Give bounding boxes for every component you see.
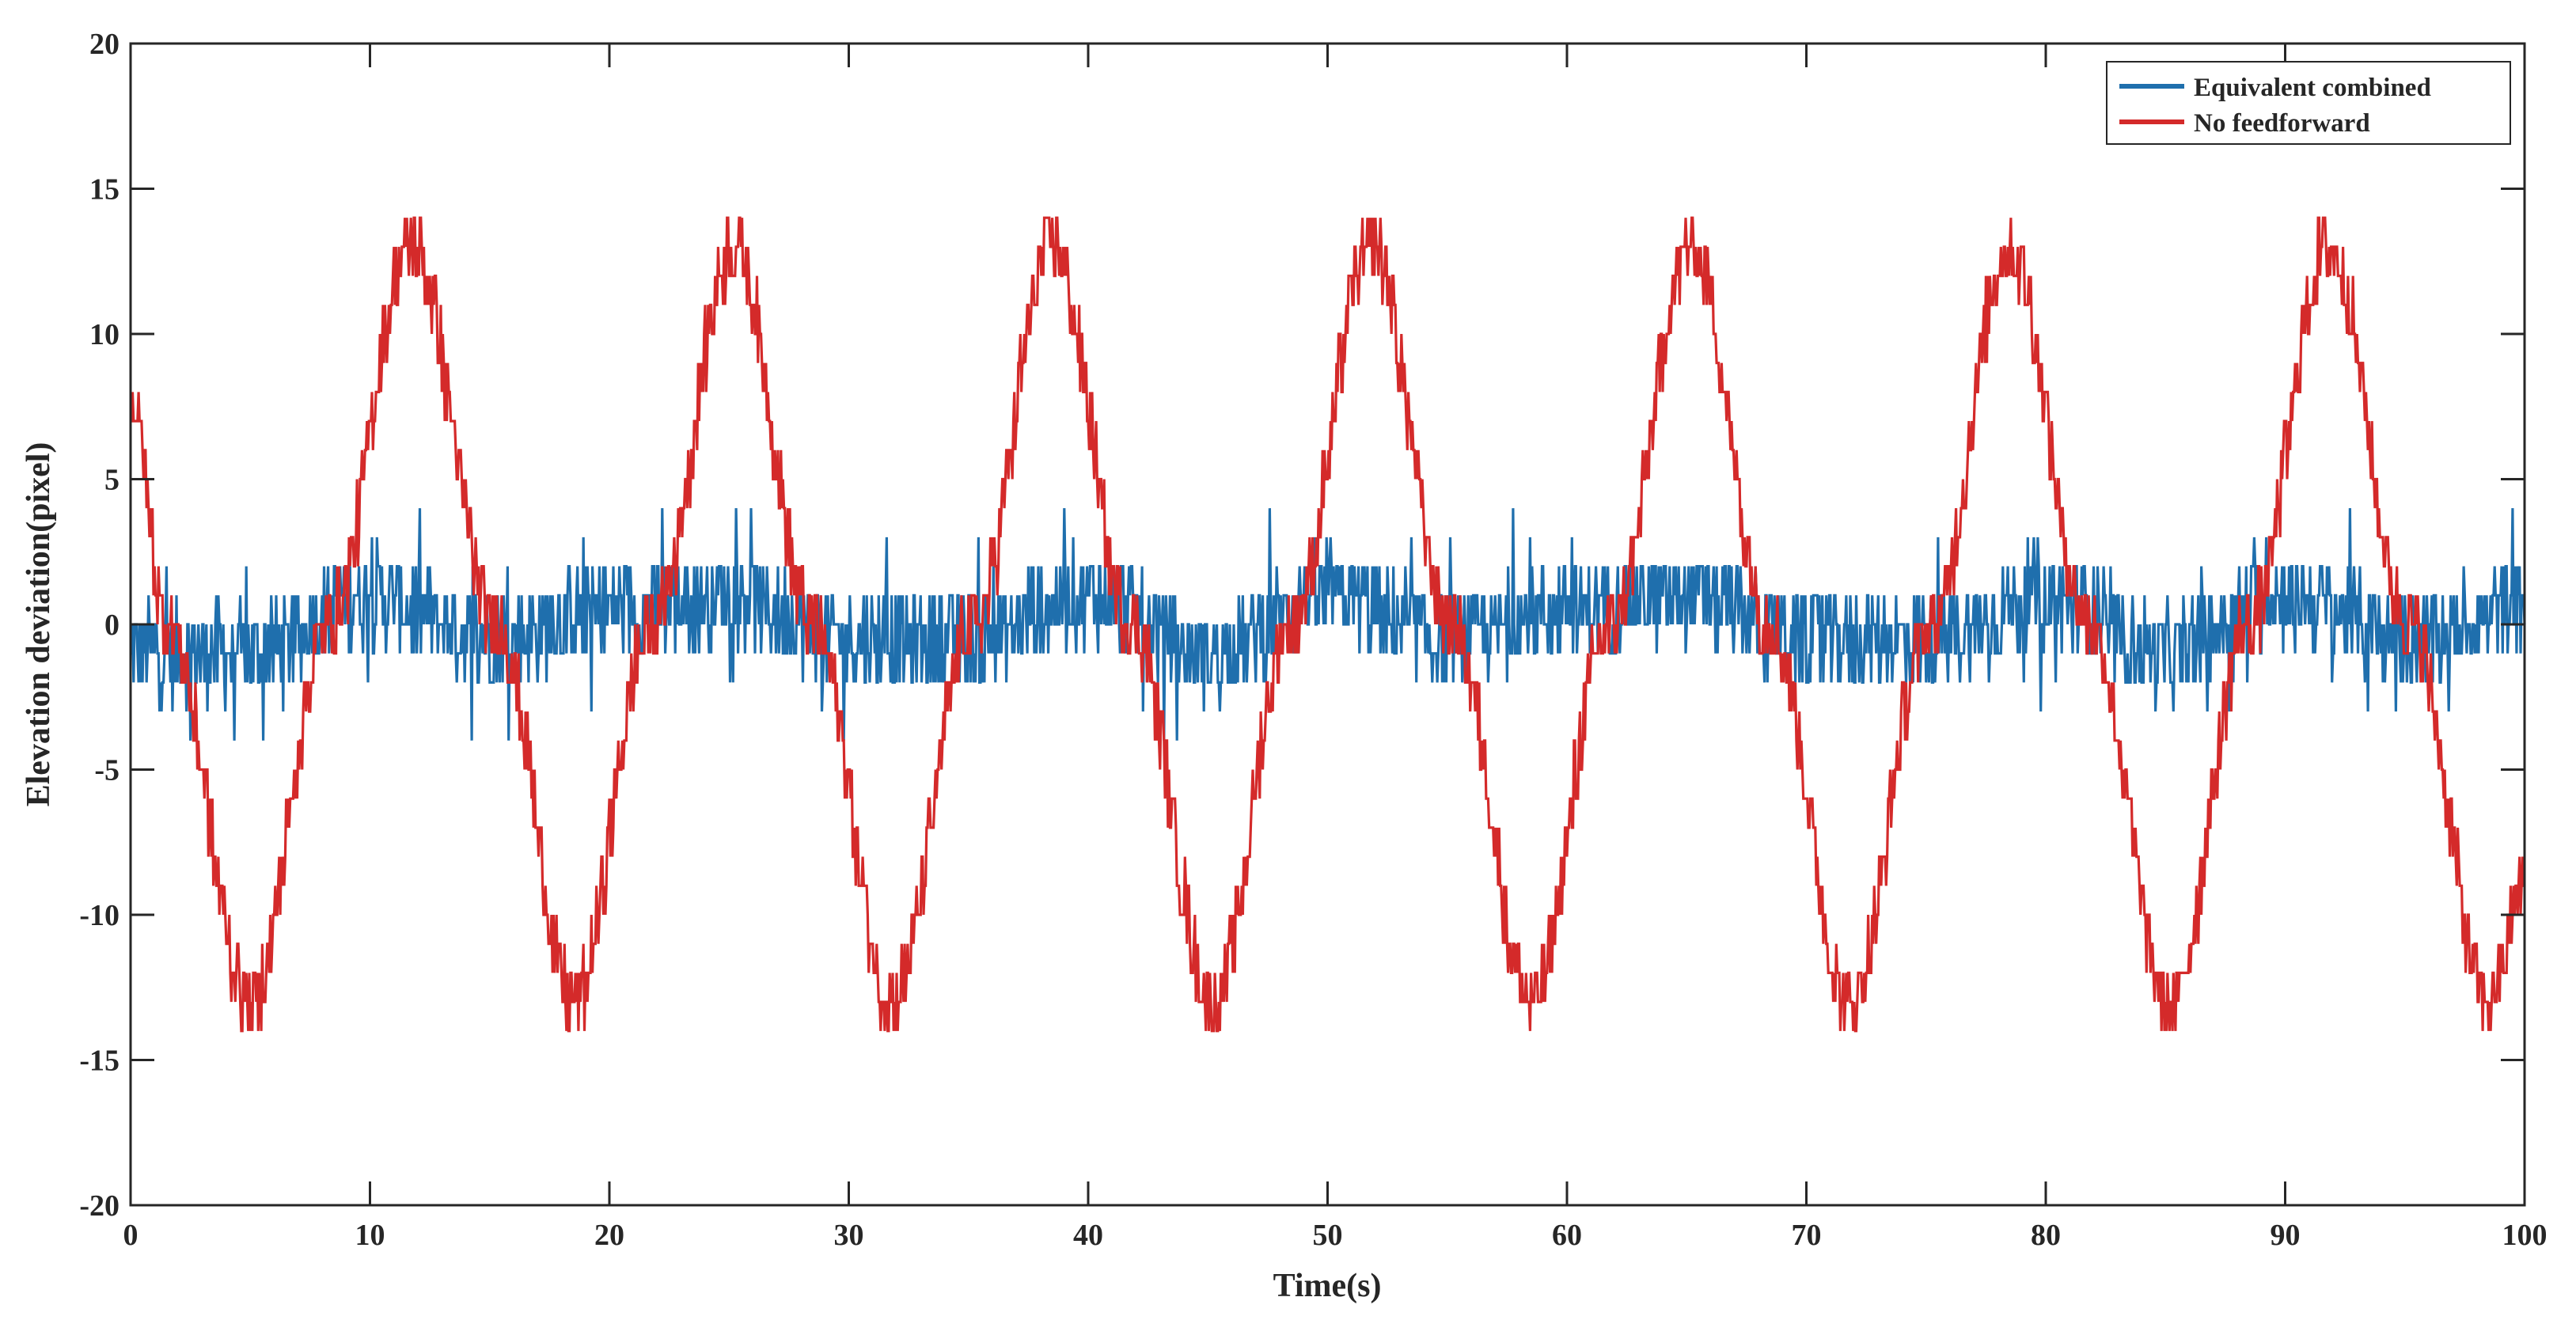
x-tick-label: 40 [1073,1219,1103,1252]
x-tick-label: 70 [1792,1219,1822,1252]
x-tick-label: 90 [2271,1219,2301,1252]
series-line-equivalent-combined [130,508,2526,741]
y-tick-label: -15 [79,1045,120,1078]
series-layer [130,216,2526,1033]
series-line-no-feedforward [130,216,2525,1033]
y-tick-label: 20 [89,28,120,61]
x-tick-label: 20 [594,1219,624,1252]
x-tick-label: 10 [355,1219,385,1252]
legend: Equivalent combined No feedforward [2106,61,2511,145]
y-tick-label: 0 [104,609,120,642]
x-tick-label: 80 [2031,1219,2061,1252]
y-tick-label: -10 [79,899,120,932]
x-tick-label: 60 [1552,1219,1582,1252]
y-tick-label: 10 [89,318,120,351]
y-tick-label: 15 [89,173,120,207]
y-tick-label: 5 [104,464,120,497]
x-tick-label: 30 [834,1219,864,1252]
legend-box [2106,61,2511,145]
legend-label-no-feedforward: No feedforward [2194,109,2370,138]
x-axis-label: Time(s) [1273,1268,1382,1304]
x-tick-label: 100 [2502,1219,2548,1252]
legend-label-equivalent-combined: Equivalent combined [2194,74,2431,102]
y-axis-label: Elevation deviation(pixel) [21,442,57,807]
x-tick-label: 50 [1313,1219,1343,1252]
x-tick-label: 0 [123,1219,138,1252]
y-tick-label: -5 [94,754,120,787]
tick-layer: 0 10 20 30 40 50 60 70 80 90 100 -20 -15 -10 -5 0 5 10 15 2… [79,28,2547,1252]
y-tick-label: -20 [79,1189,120,1223]
